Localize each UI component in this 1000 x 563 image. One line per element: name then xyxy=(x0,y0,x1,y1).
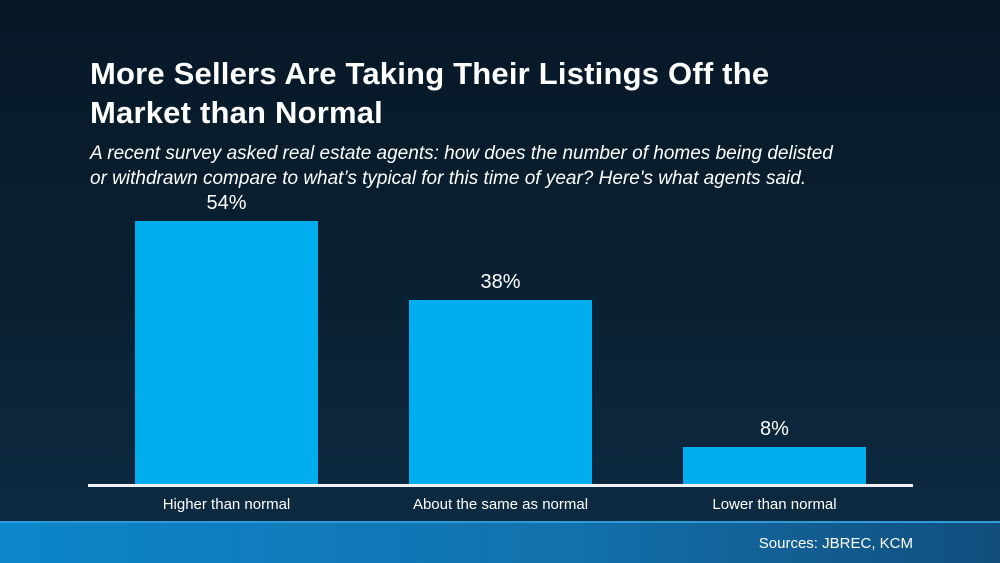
category-label-about-same-as-normal: About the same as normal xyxy=(412,496,589,513)
bar-lower-than-normal xyxy=(683,447,866,486)
bar-about-same-as-normal xyxy=(409,300,592,486)
bar-value-label: 8% xyxy=(760,418,789,440)
bar-group-about-same-as-normal: 38% About the same as normal xyxy=(409,271,592,513)
page-title: More Sellers Are Taking Their Listings O… xyxy=(90,54,920,132)
footer-bar: Sources: JBREC, KCM xyxy=(0,521,1000,563)
page-title-line-1: More Sellers Are Taking Their Listings O… xyxy=(90,55,770,91)
bar-value-label: 54% xyxy=(206,192,247,214)
bar-value-label: 38% xyxy=(480,271,521,293)
bar-group-higher-than-normal: 54% Higher than normal xyxy=(135,192,318,513)
page-subtitle-line-2: or withdrawn compare to what’s typical f… xyxy=(90,168,807,189)
page-subtitle-line-1: A recent survey asked real estate agents… xyxy=(90,143,833,164)
page-subtitle: A recent survey asked real estate agents… xyxy=(90,141,930,191)
category-label-lower-than-normal: Lower than normal xyxy=(712,496,837,513)
x-axis-line xyxy=(88,484,913,487)
page-title-line-2: Market than Normal xyxy=(90,94,383,130)
bar-higher-than-normal xyxy=(135,221,318,486)
sources-text: Sources: JBREC, KCM xyxy=(758,534,913,552)
category-label-higher-than-normal: Higher than normal xyxy=(162,496,291,513)
bar-group-lower-than-normal: 8% Lower than normal xyxy=(683,418,866,513)
